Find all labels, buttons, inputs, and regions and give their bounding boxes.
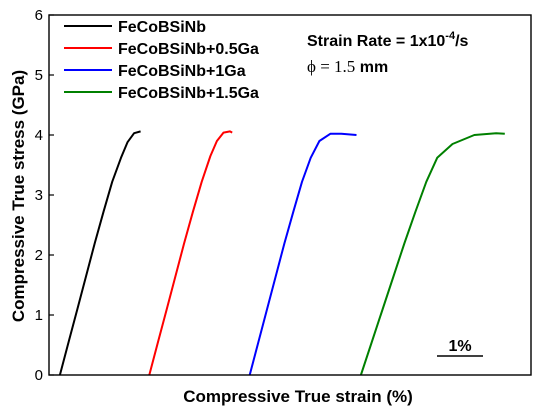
y-tick-label: 4 (35, 127, 43, 144)
x-axis-title: Compressive True strain (%) (183, 387, 413, 406)
y-tick-label: 3 (35, 187, 43, 204)
legend-label: FeCoBSiNb (118, 19, 206, 36)
svg-text:ϕ = 1.5 mm: ϕ = 1.5 mm (307, 57, 388, 76)
y-tick-label: 6 (35, 7, 43, 24)
strain-rate-exponent: -4 (445, 30, 456, 42)
y-tick-label: 0 (35, 367, 43, 384)
scale-bar: 1% (437, 338, 483, 357)
series-line-2 (148, 130, 233, 376)
series-line-3 (248, 132, 357, 376)
y-tick-label: 1 (35, 307, 43, 324)
legend-label: FeCoBSiNb+1.5Ga (118, 85, 259, 102)
legend-label: FeCoBSiNb+1Ga (118, 63, 246, 80)
y-tick-label: 2 (35, 247, 43, 264)
strain-rate-annotation: Strain Rate = 1x10-4/s (307, 30, 469, 50)
y-axis-title: Compressive True stress (GPa) (9, 70, 28, 322)
legend-label: FeCoBSiNb+0.5Ga (118, 41, 259, 58)
strain-rate-unit: /s (455, 33, 468, 50)
diameter-unit: mm (355, 59, 388, 76)
strain-rate-text: Strain Rate = 1x10 (307, 33, 445, 50)
y-tick-label: 5 (35, 67, 43, 84)
plot-area (58, 130, 505, 376)
diameter-annotation: ϕ = 1.5 mm (307, 57, 388, 76)
series-line-1 (58, 130, 141, 376)
series-line-4 (359, 132, 505, 376)
legend: FeCoBSiNb FeCoBSiNb+0.5Ga FeCoBSiNb+1Ga FeC… (64, 19, 259, 102)
scale-bar-label: 1% (448, 338, 471, 355)
y-axis-ticks: 0 1 2 3 4 5 6 (35, 7, 54, 384)
svg-text:Strain Rate = 1x10-4/s: Strain Rate = 1x10-4/s (307, 30, 469, 50)
diameter-value: ϕ = 1.5 (307, 57, 355, 76)
